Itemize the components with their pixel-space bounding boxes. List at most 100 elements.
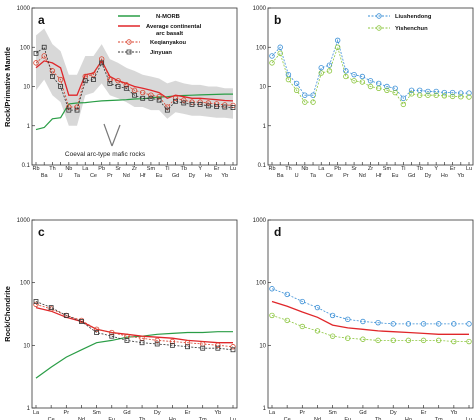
data-point-a bbox=[91, 77, 96, 82]
panel-label-b: b bbox=[274, 13, 281, 27]
data-point-c bbox=[230, 344, 236, 350]
panel-label-a: a bbox=[38, 13, 45, 27]
data-point-a bbox=[33, 50, 39, 56]
data-point-a bbox=[99, 60, 105, 66]
x-tick-label-a: Hf bbox=[140, 173, 146, 179]
x-tick-label-a: Pb bbox=[98, 166, 105, 172]
x-tick-label-b: Pr bbox=[343, 173, 349, 179]
y-tick-label-c: 10 bbox=[23, 343, 30, 349]
data-point-d bbox=[284, 317, 290, 324]
data-point-c bbox=[63, 313, 69, 318]
x-tick-label-c: Ce bbox=[48, 417, 55, 420]
data-point-a bbox=[132, 92, 137, 98]
x-tick-label-b: Y bbox=[434, 166, 438, 172]
x-tick-label-c: Yb bbox=[214, 410, 221, 416]
data-point-c bbox=[154, 337, 160, 344]
x-tick-label-a: Lu bbox=[230, 166, 236, 172]
data-point-b bbox=[408, 87, 415, 94]
x-tick-label-d: Er bbox=[421, 410, 427, 416]
data-point-a bbox=[115, 84, 121, 89]
x-tick-label-d: Lu bbox=[466, 417, 472, 420]
data-point-a bbox=[50, 74, 55, 79]
x-tick-label-d: Yb bbox=[450, 410, 457, 416]
data-point-b bbox=[351, 71, 357, 78]
panel-label-d: d bbox=[274, 225, 281, 239]
data-point-d bbox=[466, 321, 472, 327]
data-point-b bbox=[343, 68, 349, 74]
x-tick-label-c: Nd bbox=[78, 417, 85, 420]
y-tick-label-a: 0.1 bbox=[22, 163, 31, 169]
data-point-d bbox=[435, 337, 442, 344]
data-point-c bbox=[139, 340, 145, 346]
data-point-a bbox=[57, 76, 64, 83]
x-tick-label-b: Nd bbox=[359, 173, 366, 179]
data-point-a bbox=[214, 104, 219, 109]
data-point-b bbox=[392, 89, 398, 96]
data-point-a bbox=[74, 107, 80, 113]
series-line-a bbox=[35, 93, 233, 131]
data-point-c bbox=[185, 344, 190, 350]
data-point-c bbox=[94, 330, 100, 335]
data-point-b bbox=[384, 83, 390, 90]
x-tick-label-a: Gd bbox=[172, 173, 179, 179]
x-tick-label-b: Gd bbox=[408, 173, 415, 179]
legend-marker-b bbox=[376, 25, 382, 31]
data-point-d bbox=[375, 337, 381, 344]
x-tick-label-d: Pr bbox=[300, 410, 306, 416]
y-tick-label-c: 1000 bbox=[17, 218, 31, 224]
panel-label-c: c bbox=[38, 225, 45, 239]
data-point-b bbox=[441, 93, 448, 99]
data-point-c bbox=[200, 345, 206, 351]
data-point-a bbox=[156, 97, 162, 103]
data-point-d bbox=[269, 286, 275, 292]
data-point-a bbox=[205, 100, 212, 106]
legend-label-a: Jinyuan bbox=[150, 50, 172, 56]
x-tick-label-a: Rb bbox=[32, 166, 39, 172]
series-line-d bbox=[271, 300, 469, 335]
data-point-b bbox=[359, 73, 365, 80]
x-tick-label-c: Dy bbox=[154, 410, 161, 416]
x-tick-label-b: Ce bbox=[326, 173, 333, 179]
y-tick-label-a: 1000 bbox=[17, 6, 31, 12]
x-tick-label-a: Nb bbox=[65, 166, 72, 172]
series-line-c bbox=[35, 306, 233, 344]
data-point-a bbox=[172, 95, 179, 102]
series-line-a bbox=[35, 46, 234, 111]
y-tick-label-a: 100 bbox=[20, 45, 31, 51]
annotation-label: Coeval arc-type mafic rocks bbox=[65, 151, 146, 158]
data-point-b bbox=[318, 65, 324, 71]
data-point-b bbox=[334, 44, 341, 50]
y-tick-label-d: 1000 bbox=[253, 218, 267, 224]
data-point-a bbox=[66, 107, 72, 113]
x-tick-label-b: Ba bbox=[277, 173, 285, 179]
x-tick-label-b: Yb bbox=[457, 173, 464, 179]
legend-label-b: Yishenchun bbox=[395, 26, 428, 32]
data-point-b bbox=[351, 78, 357, 84]
data-point-a bbox=[82, 78, 88, 84]
x-tick-label-d: Gd bbox=[359, 410, 366, 416]
x-tick-label-d: Eu bbox=[344, 417, 351, 420]
data-point-a bbox=[74, 104, 80, 110]
data-point-d bbox=[451, 321, 457, 327]
data-point-b bbox=[269, 60, 275, 66]
data-point-b bbox=[425, 88, 431, 95]
data-point-a bbox=[181, 100, 187, 106]
x-tick-label-b: U bbox=[295, 173, 299, 179]
data-point-d bbox=[284, 291, 290, 298]
data-point-b bbox=[367, 83, 374, 90]
data-point-b bbox=[367, 78, 374, 84]
data-point-a bbox=[173, 98, 178, 104]
data-point-a bbox=[107, 80, 113, 86]
data-point-d bbox=[420, 321, 427, 327]
y-axis-label-bottom: Rock/Chondrite bbox=[3, 286, 12, 342]
data-point-b bbox=[310, 99, 316, 105]
data-point-a bbox=[181, 97, 187, 103]
data-point-c bbox=[230, 347, 236, 353]
data-point-b bbox=[326, 68, 333, 74]
data-point-d bbox=[390, 337, 396, 344]
data-point-d bbox=[314, 328, 321, 334]
series-line-c bbox=[35, 301, 234, 351]
data-point-b bbox=[277, 44, 283, 50]
x-tick-label-b: Ta bbox=[310, 173, 317, 179]
data-point-d bbox=[345, 316, 351, 323]
